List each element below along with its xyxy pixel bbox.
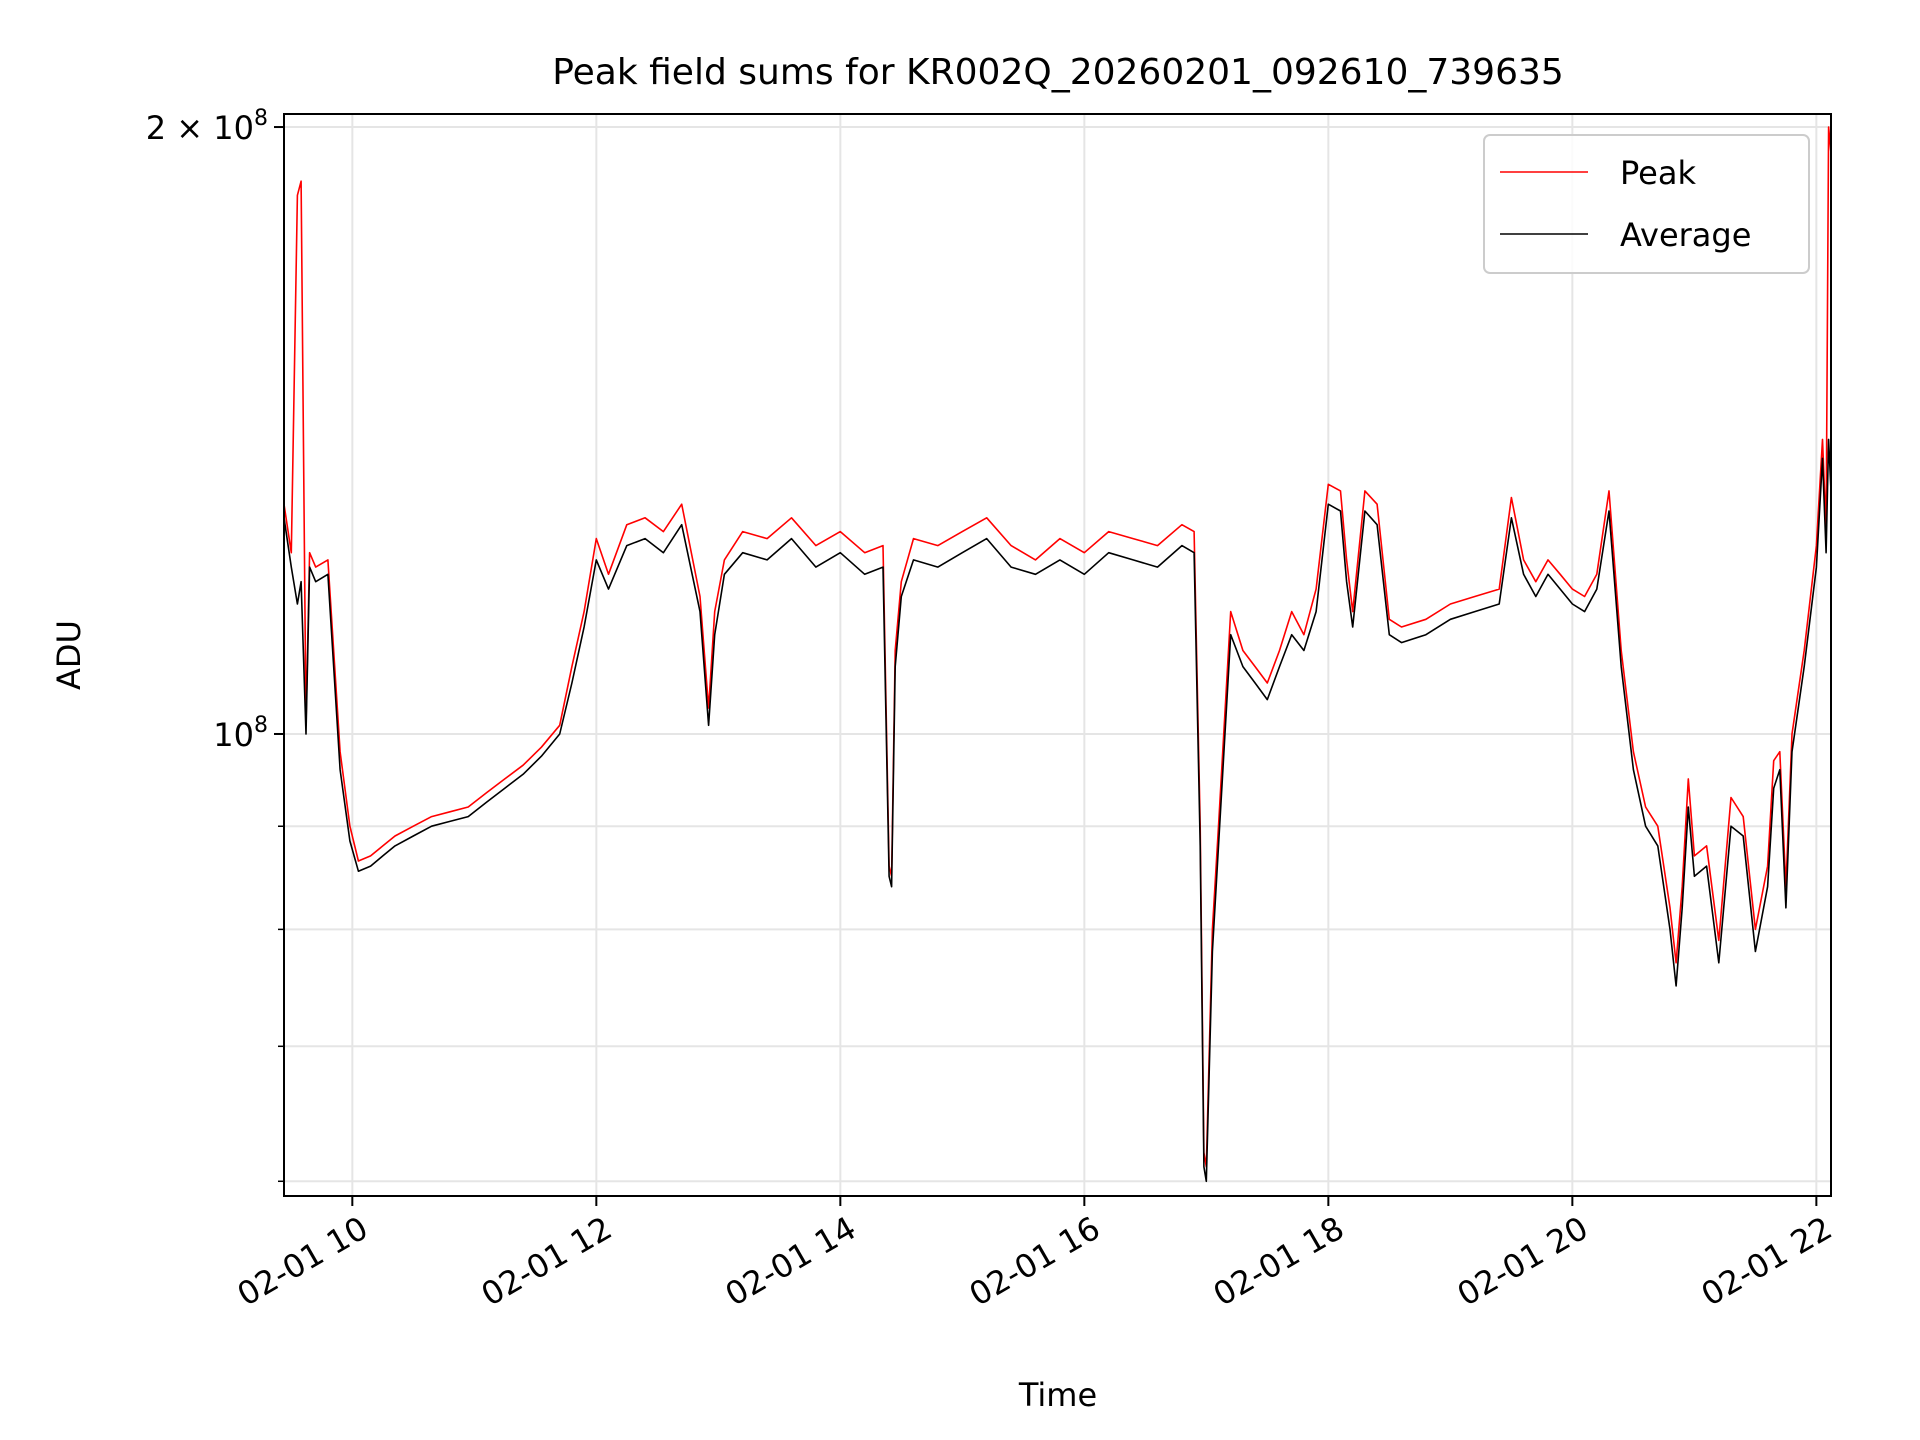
y-axis-label: ADU [50, 620, 88, 690]
y-tick-label: 2 × 108 [146, 106, 268, 147]
legend-box [1483, 134, 1810, 274]
legend-label-peak: Peak [1620, 154, 1696, 192]
y-tick-label-base: 2 × 10 [146, 109, 254, 147]
plot-frame [283, 113, 1832, 1197]
x-axis-label: Time [1018, 1376, 1097, 1414]
y-tick-label-exponent: 8 [254, 106, 268, 131]
grid [284, 114, 1831, 1196]
series-line-average [284, 438, 1831, 1183]
legend: Peak Average [1483, 134, 1810, 274]
y-tick-label: 108 [213, 713, 268, 754]
legend-label-average: Average [1620, 216, 1751, 254]
chart-title: Peak field sums for KR002Q_20260201_0926… [552, 52, 1564, 93]
series-lines [284, 126, 1831, 1183]
y-tick-label-base: 10 [213, 716, 254, 754]
y-tick-label-exponent: 8 [254, 713, 268, 738]
